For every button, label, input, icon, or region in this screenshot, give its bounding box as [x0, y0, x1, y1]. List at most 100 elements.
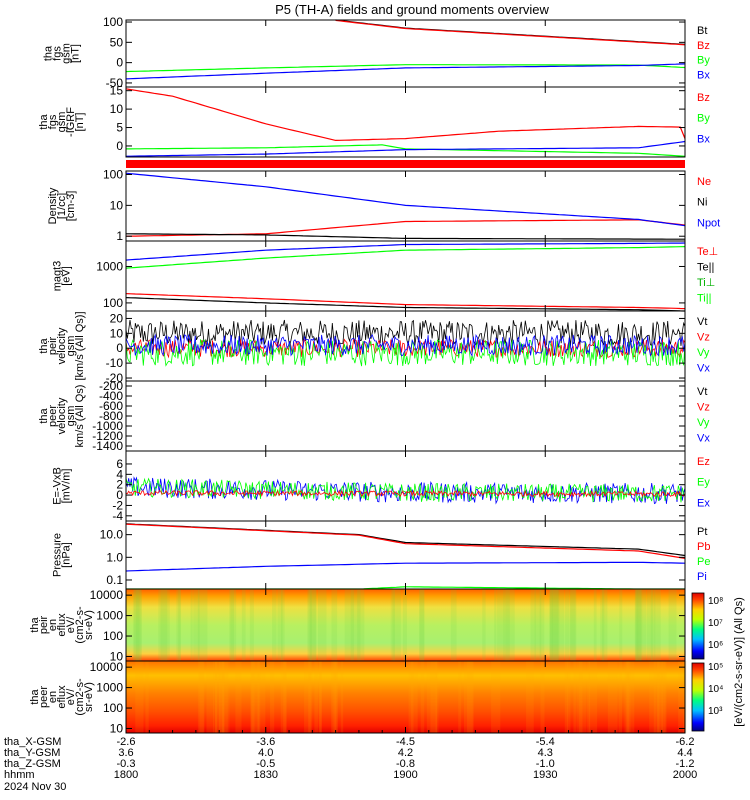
heatmap-texture: [534, 589, 542, 661]
y-axis-label-line: en: [47, 691, 59, 703]
heatmap-texture: [270, 661, 275, 733]
y-tick-label: 10: [110, 326, 124, 340]
y-axis-label-line: tha: [43, 45, 55, 61]
heatmap-texture: [332, 661, 336, 733]
panel-frame: [125, 86, 686, 158]
heatmap-texture: [549, 589, 559, 661]
heatmap-texture: [577, 661, 587, 733]
y-tick-label: 100: [103, 629, 123, 643]
heatmap-texture: [569, 589, 576, 661]
y-tick-label: 5: [116, 121, 123, 135]
heatmap-texture: [197, 589, 208, 661]
heatmap-texture: [654, 589, 661, 661]
x-axis-row-value: -1.2: [676, 758, 695, 770]
series-peir-velocity-Vy: [125, 339, 686, 367]
y-tick-label: 6: [116, 457, 123, 471]
y-axis-label-line: peir: [47, 336, 59, 355]
panel-frame: [125, 380, 686, 452]
heatmap-texture: [309, 661, 313, 733]
y-axis-label-line: [mV/m]: [61, 469, 73, 504]
legend-Ti||: Ti||: [697, 293, 711, 305]
y-axis-label-line: (cm2-s-: [74, 678, 86, 716]
heatmap-texture: [283, 661, 287, 733]
y-axis-label-line: velocity: [56, 327, 68, 364]
heatmap-texture: [304, 661, 311, 733]
heatmap-texture: [558, 589, 565, 661]
heatmap-peir-eflux: [126, 589, 685, 661]
panel-pressure: 10.0 1.0 0.1 Pressure[nPa] Pt Pb Pe Pi: [52, 520, 710, 590]
heatmap-texture: [281, 589, 285, 661]
x-axis-row-value: -2.6: [117, 736, 136, 748]
legend-By: By: [697, 113, 710, 125]
y-axis-label-line: -IGRF: [65, 107, 77, 137]
y-axis-label: magt3[eV]: [52, 261, 73, 292]
panel-frame: [125, 520, 686, 590]
heatmap-texture: [197, 661, 205, 733]
colorbar-tick-label: 10⁸: [708, 596, 723, 607]
y-tick-label: 100: [103, 701, 123, 715]
legend-Ti⊥: Ti⊥: [697, 277, 715, 289]
heatmap-texture: [467, 661, 474, 733]
series-pressure-Pi: [125, 561, 686, 572]
heatmap-texture: [649, 661, 657, 733]
y-tick-label: 0.1: [106, 573, 123, 587]
heatmap-texture: [430, 661, 438, 733]
series-e-field-Ez: [125, 489, 686, 498]
series-peir-velocity-Vt: [125, 319, 686, 348]
panel-frame: [125, 19, 686, 88]
y-tick-label: -20: [106, 371, 124, 385]
legend-Vx: Vx: [697, 363, 710, 375]
y-axis-label-line: Pressure: [52, 533, 64, 577]
heatmap-texture: [530, 589, 536, 661]
heatmap-texture: [135, 661, 144, 733]
y-tick-label: -400: [99, 389, 123, 403]
legend-Bz: Bz: [697, 92, 710, 104]
y-tick-label: 10.0: [100, 528, 124, 542]
legend-Bx: Bx: [697, 69, 710, 81]
series-fgs-gsm-dip-Bz: [125, 88, 686, 142]
x-axis-row-value: -3.6: [256, 736, 275, 748]
heatmap-texture: [647, 589, 654, 661]
series-fgs-gsm-dip-Bx: [125, 140, 686, 157]
y-tick-label: -2: [112, 498, 123, 512]
heatmap-texture: [625, 661, 631, 733]
y-tick-label: 10: [110, 198, 124, 212]
y-tick-label: -1400: [92, 439, 123, 453]
series-e-field-Ey: [125, 477, 686, 503]
legend-Pi: Pi: [697, 571, 707, 583]
x-axis-row-value: 1830: [254, 769, 278, 781]
colorbar-tick-label: 10⁴: [708, 684, 723, 695]
y-axis-label-line: en: [47, 619, 59, 631]
heatmap-texture: [331, 661, 338, 733]
heatmap-texture: [482, 589, 486, 661]
heatmap-texture: [317, 589, 327, 661]
x-axis-row-value: 4.3: [538, 747, 553, 759]
y-tick-label: 4: [116, 467, 123, 481]
heatmap-texture: [607, 661, 618, 733]
y-axis-label-line: [km/s (All Qs)]: [74, 311, 86, 380]
x-axis-row-label: tha_Z-GSM: [4, 758, 61, 770]
heatmap-texture: [539, 589, 545, 661]
series-e-field-Ex: [125, 476, 686, 505]
series-temperature-Te⊥: [125, 293, 686, 310]
y-tick-label: -600: [99, 399, 123, 413]
heatmap-texture: [272, 589, 277, 661]
y-tick-label: -1000: [92, 419, 123, 433]
heatmap-texture: [178, 589, 182, 661]
panel-peir-eflux: 10000 1000 100 10 thapeirenefluxeV/(cm2-s-sr…: [29, 588, 686, 663]
panel-peer-velocity: -200-400-600-800-1000-1200-1400 thapeerve…: [38, 379, 710, 453]
legend-Vy: Vy: [697, 347, 710, 359]
heatmap-texture: [310, 589, 316, 661]
legend-Npot: Npot: [697, 217, 720, 229]
heatmap-texture: [600, 589, 608, 661]
y-axis-label-line: fgs: [47, 114, 59, 129]
y-axis-label-line: (cm2-s-: [74, 606, 86, 644]
heatmap-texture: [251, 661, 261, 733]
heatmap-texture: [160, 589, 170, 661]
heatmap-texture: [229, 589, 235, 661]
y-axis-label-line: [nPa]: [61, 542, 73, 568]
